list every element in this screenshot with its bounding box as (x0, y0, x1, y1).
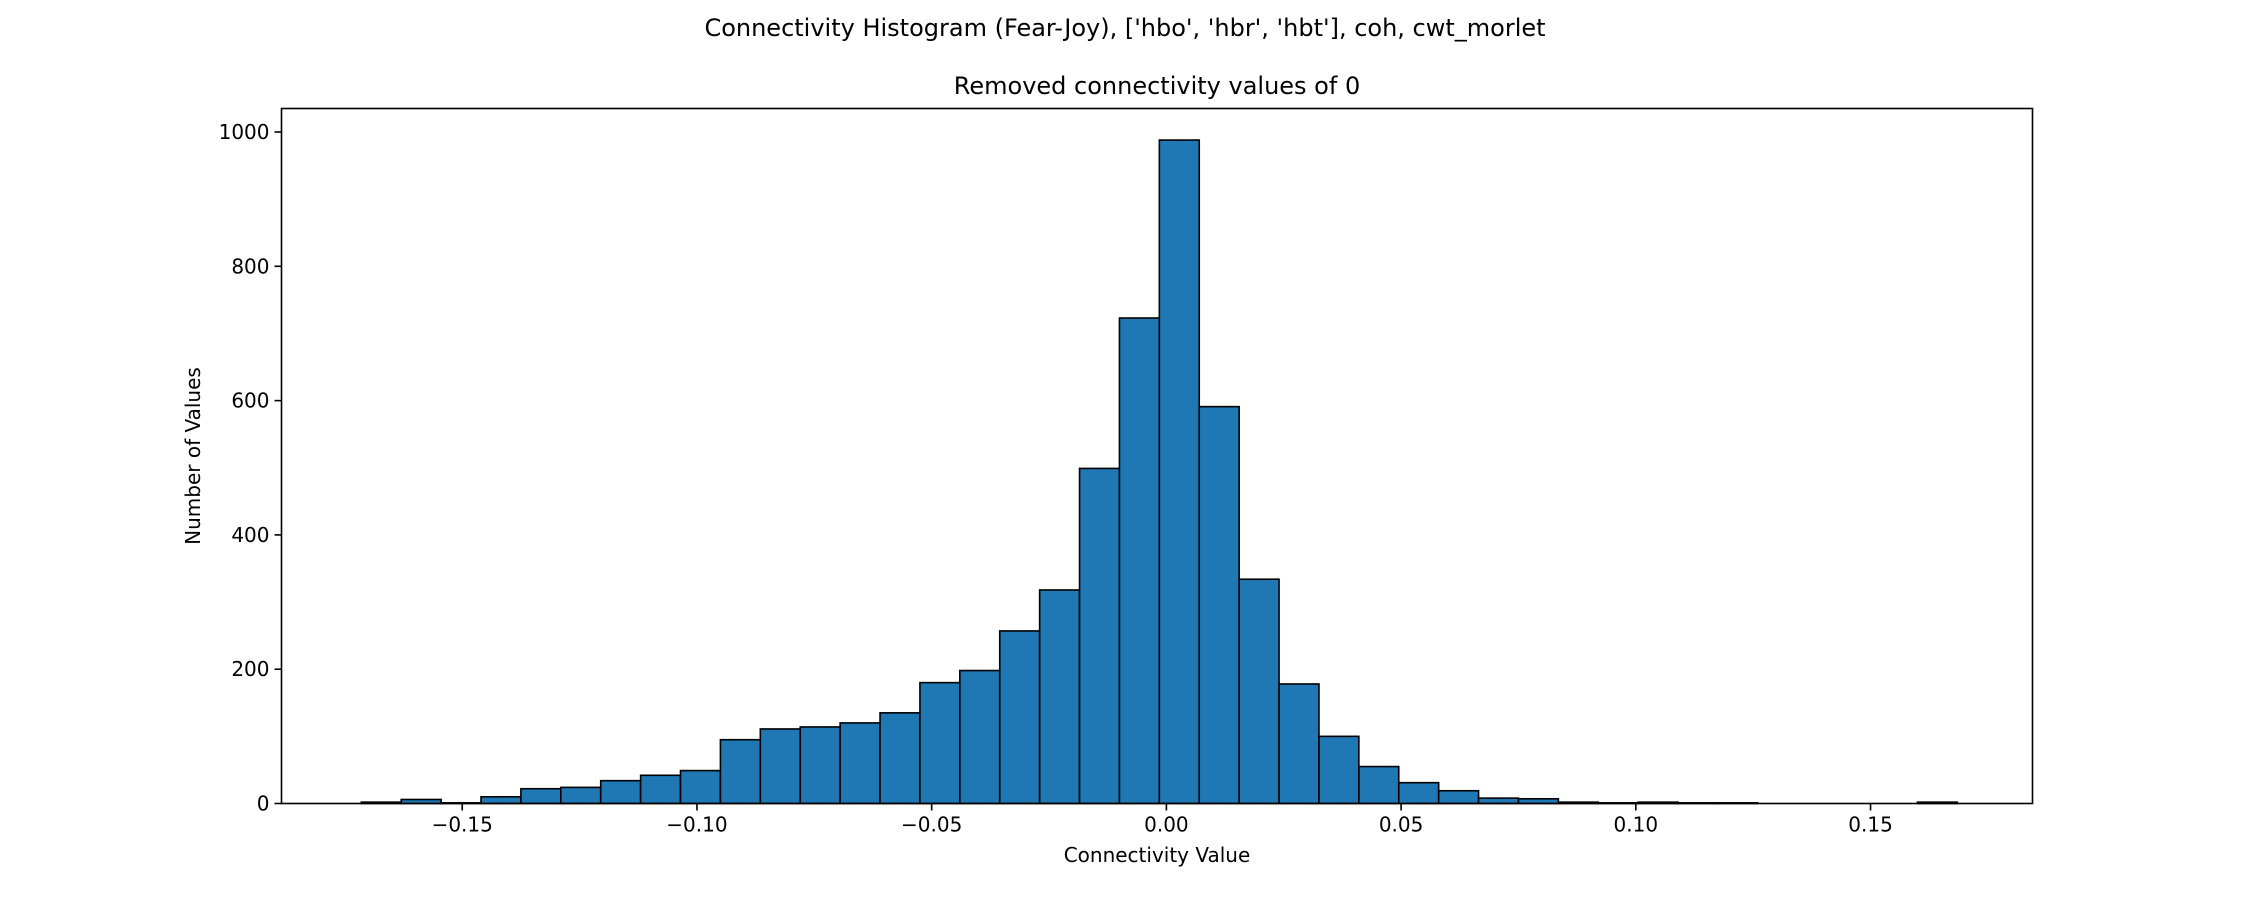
histogram-bar (1397, 781, 1440, 805)
y-tick-label: 0 (257, 792, 270, 816)
histogram-bar (560, 786, 602, 805)
histogram-bar (599, 779, 642, 805)
axes-frame (280, 107, 2034, 805)
histogram-bar (799, 726, 841, 805)
histogram-bar (1158, 139, 1201, 805)
histogram-bar (480, 795, 522, 805)
histogram-bar (679, 769, 722, 805)
y-tick-label: 1000 (219, 120, 270, 144)
histogram-bar (759, 728, 802, 805)
histogram-bar (1318, 735, 1360, 805)
x-tick-label: −0.05 (901, 813, 962, 837)
histogram-bar (639, 774, 682, 805)
histogram-bar (719, 738, 762, 805)
y-tick-label: 200 (231, 657, 269, 681)
x-tick-label: 0.00 (1144, 813, 1189, 837)
histogram-bar (959, 669, 1001, 805)
y-ticks-group: 0 200 400 600 800 1000 (219, 120, 282, 816)
x-tick-label: −0.10 (666, 813, 727, 837)
histogram-bar (879, 712, 921, 805)
histogram-bar (1238, 578, 1280, 805)
histogram-bar (919, 681, 961, 805)
histogram-bar (1278, 683, 1320, 805)
y-tick-label: 400 (231, 523, 269, 547)
x-tick-label: 0.05 (1379, 813, 1424, 837)
histogram-bar (1118, 317, 1161, 805)
histogram-bar (1038, 589, 1081, 805)
y-tick-label: 800 (231, 254, 269, 278)
x-tick-label: 0.15 (1848, 813, 1893, 837)
histogram-bar (998, 630, 1041, 805)
y-tick-label: 600 (231, 389, 269, 413)
histogram-bar (1358, 765, 1400, 805)
x-tick-label: 0.10 (1614, 813, 1659, 837)
y-axis-label: Number of Values (181, 367, 205, 545)
x-ticks-group: −0.15 −0.10 −0.05 0.00 0.05 0.10 0.15 (432, 803, 1893, 837)
axes-subtitle: Removed connectivity values of 0 (954, 72, 1360, 100)
histogram-bar (1477, 797, 1520, 805)
histogram-bar (839, 722, 881, 805)
bars-group (360, 139, 1959, 805)
histogram-bar (520, 787, 562, 805)
histogram-bar (1437, 789, 1480, 805)
x-tick-label: −0.15 (432, 813, 493, 837)
figure-title: Connectivity Histogram (Fear-Joy), ['hbo… (704, 14, 1545, 42)
histogram-bar (1198, 405, 1240, 805)
x-axis-label: Connectivity Value (1064, 843, 1251, 867)
histogram-bar (1078, 467, 1121, 805)
